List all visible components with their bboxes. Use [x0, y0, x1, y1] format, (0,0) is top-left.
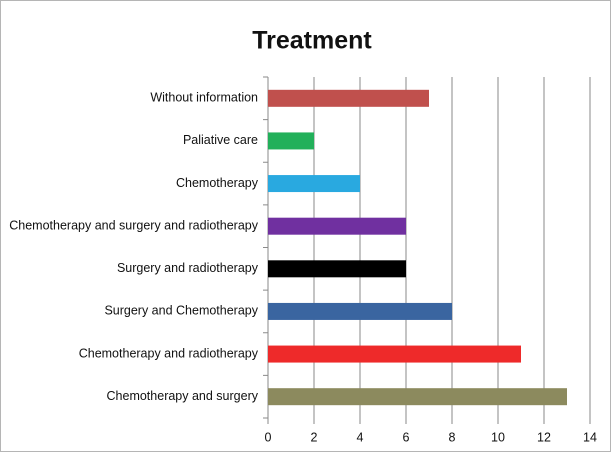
bar [268, 302, 452, 320]
x-tick-label: 0 [265, 430, 272, 444]
y-tick-label: Without information [150, 91, 258, 105]
x-tick-label: 10 [491, 430, 505, 444]
bar [268, 345, 521, 363]
bar [268, 260, 406, 278]
x-tick-label: 14 [583, 430, 597, 444]
x-tick-label: 12 [537, 430, 551, 444]
y-tick-label: Chemotherapy and surgery [107, 389, 259, 403]
bar [268, 217, 406, 235]
bar [268, 175, 360, 193]
bar [268, 388, 567, 406]
y-tick-label: Chemotherapy and surgery and radiotherap… [9, 218, 259, 232]
bar [268, 89, 429, 107]
y-tick-label: Paliative care [183, 133, 258, 147]
chart-title: Treatment [252, 27, 372, 55]
bar [268, 132, 314, 150]
x-tick-label: 6 [403, 430, 410, 444]
x-tick-label: 4 [357, 430, 364, 444]
y-tick-label: Chemotherapy [176, 176, 259, 190]
x-tick-label: 2 [311, 430, 318, 444]
y-tick-label: Chemotherapy and radiotherapy [79, 346, 259, 360]
x-tick-label: 8 [449, 430, 456, 444]
y-tick-label: Surgery and Chemotherapy [104, 304, 258, 318]
y-tick-label: Surgery and radiotherapy [117, 261, 259, 275]
